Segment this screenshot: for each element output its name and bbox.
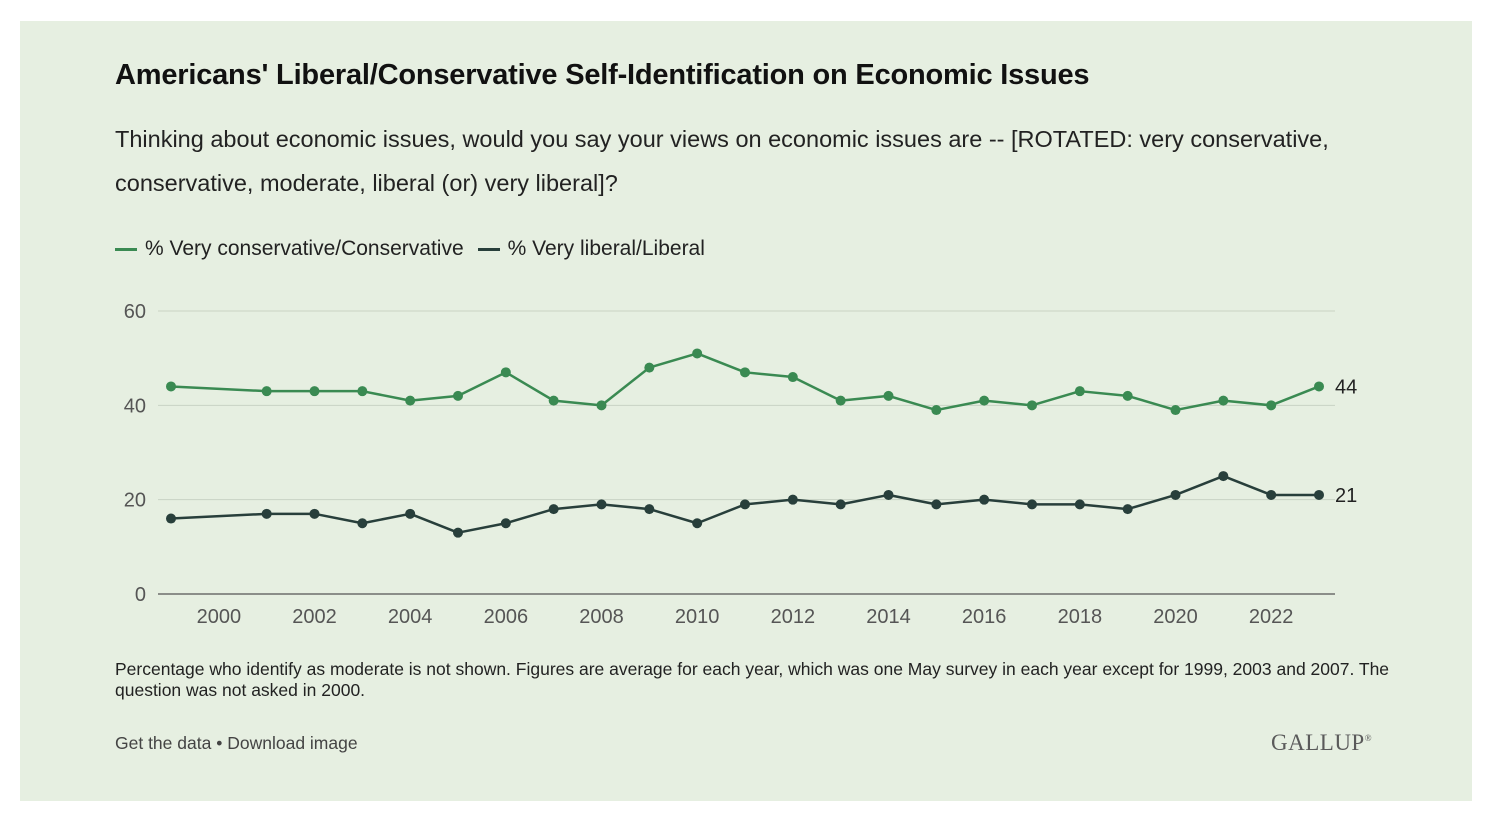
x-tick-label: 2018 — [1058, 606, 1103, 628]
get-data-link[interactable]: Get the data — [115, 733, 212, 753]
liberal-data-point — [883, 489, 894, 500]
liberal-data-point — [1027, 499, 1037, 510]
conservative-data-point — [309, 386, 320, 397]
legend-swatch-conservative — [115, 247, 137, 251]
download-image-link[interactable]: Download image — [227, 733, 358, 753]
conservative-data-point — [1122, 390, 1133, 401]
conservative-data-point — [883, 390, 894, 401]
footnote: Percentage who identify as moderate is n… — [115, 659, 1390, 700]
y-tick-label: 60 — [124, 301, 146, 323]
conservative-data-point — [740, 367, 750, 378]
link-separator: • — [216, 733, 223, 753]
conservative-data-point — [979, 395, 990, 406]
x-tick-label: 2020 — [1153, 606, 1198, 628]
y-tick-label: 20 — [124, 490, 146, 512]
conservative-data-point — [166, 381, 176, 392]
x-tick-label: 2000 — [197, 606, 242, 628]
liberal-data-point — [1122, 504, 1133, 515]
conservative-data-point — [787, 372, 798, 383]
liberal-data-point — [1074, 499, 1085, 510]
x-tick-label: 2016 — [962, 606, 1007, 628]
conservative-data-point — [405, 395, 416, 406]
conservative-data-point — [1170, 405, 1181, 416]
conservative-data-point — [644, 362, 655, 373]
x-tick-label: 2012 — [771, 606, 816, 628]
conservative-data-point — [357, 386, 368, 397]
conservative-data-point — [1027, 400, 1037, 411]
line-chart: 0 20 40 60 2000 2002 2004 2006 2008 2010 2012 2014 2… — [124, 301, 1358, 628]
legend-swatch-liberal — [477, 247, 500, 251]
liberal-data-point — [787, 494, 798, 505]
conservative-data-point — [261, 386, 272, 397]
legend-label-liberal: % Very liberal/Liberal — [507, 237, 705, 260]
conservative-data-point — [692, 348, 703, 359]
x-tick-label: 2008 — [579, 606, 624, 628]
chart-links: Get the data • Download image — [115, 733, 358, 754]
liberal-data-point — [357, 518, 368, 529]
conservative-data-point — [1314, 381, 1324, 392]
liberal-data-point — [1266, 489, 1277, 500]
conservative-data-point — [500, 367, 511, 378]
liberal-data-point — [309, 508, 320, 519]
conservative-data-point — [1074, 386, 1085, 397]
liberal-data-point — [644, 504, 655, 515]
liberal-end-label: 21 — [1335, 485, 1357, 507]
liberal-series-line — [170, 474, 1319, 534]
liberal-data-point — [692, 518, 703, 529]
chart-subtitle: Thinking about economic issues, would yo… — [115, 126, 1329, 196]
gallup-logo-text: GALLUP — [1271, 730, 1365, 755]
legend-label-conservative: % Very conservative/Conservative — [145, 237, 464, 260]
liberal-data-point — [596, 499, 607, 510]
x-tick-label: 2004 — [388, 606, 433, 628]
conservative-data-point — [596, 400, 607, 411]
legend-item-conservative: % Very conservative/Conservative — [115, 237, 464, 261]
legend-item-liberal: % Very liberal/Liberal — [477, 237, 705, 261]
registered-mark: ® — [1364, 733, 1373, 743]
conservative-series-line — [170, 352, 1320, 412]
x-tick-label: 2002 — [292, 606, 337, 628]
liberal-data-point — [979, 494, 990, 505]
conservative-end-label: 44 — [1335, 376, 1357, 398]
conservative-data-point — [835, 395, 846, 406]
conservative-data-point — [453, 390, 463, 401]
liberal-data-point — [931, 499, 942, 510]
chart-legend: % Very conservative/Conservative % Very … — [115, 235, 719, 263]
liberal-data-point — [166, 513, 176, 524]
y-tick-label: 40 — [124, 395, 146, 417]
liberal-data-point — [740, 499, 750, 510]
conservative-data-point — [931, 405, 942, 416]
liberal-data-point — [548, 504, 559, 515]
conservative-data-point — [1218, 395, 1229, 406]
liberal-data-point — [1314, 489, 1324, 500]
x-tick-label: 2022 — [1249, 606, 1294, 628]
gallup-logo: GALLUP® — [1271, 730, 1372, 756]
liberal-data-point — [405, 508, 416, 519]
liberal-data-point — [500, 518, 511, 529]
liberal-data-point — [1218, 471, 1229, 482]
conservative-data-point — [548, 395, 559, 406]
x-tick-label: 2014 — [866, 606, 911, 628]
chart-card: Americans' Liberal/Conservative Self-Ide… — [20, 21, 1472, 801]
x-tick-label: 2006 — [484, 606, 529, 628]
liberal-data-point — [1170, 489, 1181, 500]
x-tick-label: 2010 — [675, 606, 720, 628]
liberal-data-point — [261, 508, 272, 519]
y-tick-label: 0 — [135, 584, 146, 606]
liberal-data-point — [835, 499, 846, 510]
chart-title: Americans' Liberal/Conservative Self-Ide… — [115, 59, 1090, 91]
conservative-data-point — [1266, 400, 1277, 411]
liberal-data-point — [453, 527, 463, 538]
